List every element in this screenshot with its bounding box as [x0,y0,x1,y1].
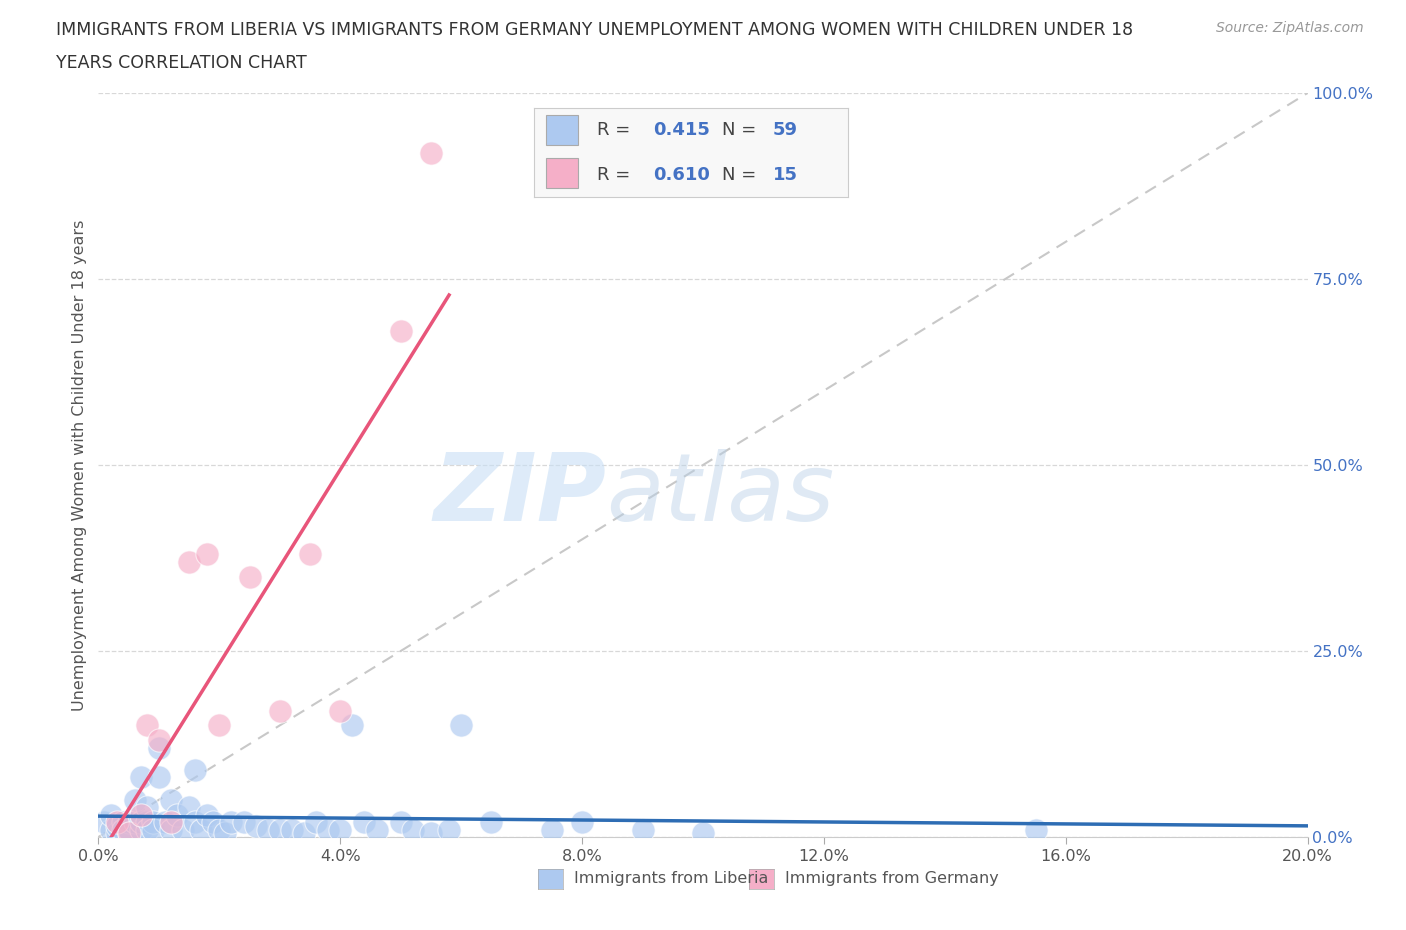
Point [305,815,328,830]
Point [135,822,157,837]
Point [160,792,183,807]
Point [105,818,128,833]
Point [316,822,339,837]
Point [172,822,194,837]
Point [160,822,183,837]
Point [100,822,122,837]
Text: atlas: atlas [606,449,835,540]
Point [179,800,201,815]
Point [353,815,375,830]
Point [184,815,207,830]
Point [281,822,304,837]
Point [153,815,176,830]
Point [232,815,254,830]
Text: YEARS CORRELATION CHART: YEARS CORRELATION CHART [56,54,307,72]
Point [342,718,364,733]
Point [148,740,170,755]
Point [166,807,188,822]
Point [402,822,425,837]
Point [329,703,352,718]
Point [256,822,278,837]
Point [129,815,152,830]
Point [142,822,165,837]
Point [540,822,562,837]
Point [420,145,443,160]
Point [269,703,291,718]
Point [148,770,170,785]
Point [129,807,152,822]
Point [221,815,243,830]
Point [366,822,388,837]
Point [437,822,460,837]
Point [129,770,152,785]
Point [118,822,141,837]
Point [135,815,157,830]
Text: Source: ZipAtlas.com: Source: ZipAtlas.com [1216,21,1364,35]
Point [93,815,115,830]
Point [135,718,157,733]
Y-axis label: Unemployment Among Women with Children Under 18 years: Unemployment Among Women with Children U… [72,219,87,711]
Point [389,815,412,830]
Point [118,826,141,841]
Point [100,807,122,822]
Point [111,815,134,830]
Point [124,815,146,830]
Point [481,815,503,830]
Point [420,826,443,841]
Point [239,569,262,584]
Point [160,815,183,830]
Point [105,826,128,841]
Point [190,822,212,837]
Text: ZIP: ZIP [433,449,606,540]
Point [129,822,152,837]
Text: Immigrants from Germany: Immigrants from Germany [785,871,1000,886]
Point [571,815,593,830]
Point [118,815,141,830]
Point [245,818,267,833]
Point [179,554,201,569]
Point [195,547,218,562]
Point [299,547,322,562]
Point [269,822,291,837]
Point [208,822,231,837]
Point [148,733,170,748]
Point [135,800,157,815]
Point [208,718,231,733]
Point [692,826,714,841]
Point [105,815,128,830]
Point [111,822,134,837]
Point [214,826,236,841]
Point [142,815,165,830]
Text: IMMIGRANTS FROM LIBERIA VS IMMIGRANTS FROM GERMANY UNEMPLOYMENT AMONG WOMEN WITH: IMMIGRANTS FROM LIBERIA VS IMMIGRANTS FR… [56,21,1133,39]
Point [124,792,146,807]
Text: Immigrants from Liberia: Immigrants from Liberia [575,871,769,886]
Point [450,718,472,733]
Point [202,815,225,830]
Point [184,763,207,777]
Point [195,807,218,822]
Point [1024,822,1046,837]
Point [292,826,315,841]
Point [389,324,412,339]
Point [118,826,141,841]
Point [329,822,352,837]
Point [631,822,654,837]
